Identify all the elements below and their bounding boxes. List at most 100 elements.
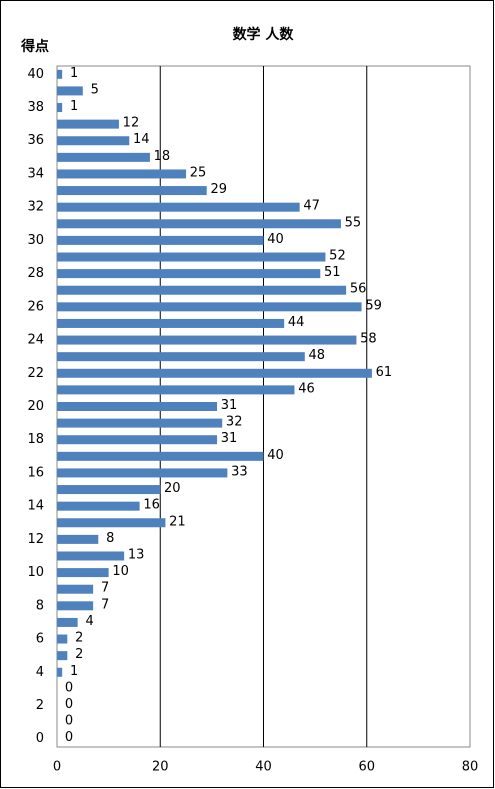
value-label: 29 (210, 182, 227, 197)
bar (57, 335, 357, 345)
bar (57, 551, 125, 561)
value-label: 20 (164, 481, 181, 496)
value-label: 59 (365, 298, 382, 313)
value-label: 0 (65, 680, 73, 695)
bar (57, 152, 150, 162)
y-tick-label: 30 (27, 233, 44, 248)
bar (57, 186, 207, 196)
value-label: 56 (350, 282, 367, 297)
y-tick-label: 36 (27, 133, 44, 148)
y-tick-label: 10 (27, 565, 44, 580)
y-tick-label: 40 (27, 67, 44, 82)
bar (57, 534, 99, 544)
x-tick-label: 40 (255, 760, 272, 775)
bar (57, 402, 218, 411)
value-label: 1 (70, 664, 78, 679)
value-label: 31 (221, 431, 238, 446)
value-label: 55 (345, 215, 362, 230)
bar (57, 318, 285, 328)
value-label: 14 (133, 132, 150, 147)
y-tick-label: 0 (36, 731, 44, 746)
y-tick-label: 16 (27, 465, 44, 480)
x-tick-label: 0 (53, 760, 61, 775)
value-label: 48 (309, 348, 326, 363)
bar (57, 119, 119, 129)
value-label: 52 (329, 249, 346, 264)
y-tick-label: 26 (27, 299, 44, 314)
value-label: 1 (70, 66, 78, 81)
bar (57, 651, 68, 661)
value-label: 61 (376, 365, 393, 380)
y-tick-label: 4 (36, 665, 44, 680)
y-tick-label: 14 (27, 499, 44, 514)
value-label: 7 (101, 597, 109, 612)
bar (57, 435, 218, 445)
value-label: 4 (86, 614, 94, 629)
value-label: 40 (267, 232, 284, 247)
bar (57, 601, 94, 611)
value-label: 8 (106, 531, 114, 546)
bar (57, 518, 166, 528)
bar (57, 86, 83, 96)
y-tick-label: 38 (27, 100, 44, 115)
bar (57, 302, 362, 312)
bar (57, 269, 321, 279)
y-tick-label: 2 (36, 698, 44, 713)
bar (57, 136, 130, 146)
bar (57, 617, 78, 627)
bar (57, 385, 295, 395)
value-label: 40 (267, 448, 284, 463)
bar (57, 584, 94, 594)
value-label: 51 (324, 265, 341, 280)
bar (57, 202, 300, 212)
value-label: 47 (303, 199, 320, 214)
value-label: 33 (231, 464, 248, 479)
bar (57, 634, 68, 644)
value-label: 0 (65, 697, 73, 712)
value-label: 2 (75, 631, 83, 646)
x-tick-label: 80 (462, 760, 479, 775)
value-label: 16 (143, 498, 160, 513)
value-label: 12 (123, 116, 140, 131)
value-label: 25 (190, 165, 207, 180)
value-label: 7 (101, 581, 109, 596)
value-label: 46 (298, 381, 315, 396)
x-tick-label: 20 (152, 760, 169, 775)
value-label: 32 (226, 415, 243, 430)
y-tick-label: 34 (27, 166, 44, 181)
y-tick-label: 32 (27, 200, 44, 215)
y-tick-label: 18 (27, 432, 44, 447)
chart-title: 数学 人数 (233, 26, 295, 43)
y-tick-label: 28 (27, 266, 44, 281)
y-tick-label: 24 (27, 333, 44, 348)
value-label: 58 (360, 332, 377, 347)
bar (57, 418, 223, 428)
y-tick-label: 6 (36, 632, 44, 647)
bar (57, 235, 264, 245)
value-label: 0 (65, 714, 73, 729)
value-label: 44 (288, 315, 305, 330)
bar (57, 252, 326, 262)
value-label: 1 (70, 99, 78, 114)
y-tick-label: 12 (27, 532, 44, 547)
y-tick-label: 20 (27, 399, 44, 414)
value-label: 0 (65, 730, 73, 745)
value-label: 10 (112, 564, 129, 579)
value-label: 31 (221, 398, 238, 413)
y-tick-label: 8 (36, 598, 44, 613)
y-tick-label: 22 (27, 366, 44, 381)
bar (57, 368, 372, 378)
bar (57, 667, 63, 677)
bar (57, 169, 187, 179)
value-label: 2 (75, 647, 83, 662)
x-tick-label: 60 (358, 760, 375, 775)
value-label: 13 (128, 547, 145, 562)
value-label: 21 (169, 514, 186, 529)
value-label: 18 (154, 149, 171, 164)
bar (57, 352, 305, 362)
value-label: 5 (91, 82, 99, 97)
y-axis-label: 得点 (20, 38, 49, 55)
bar (57, 468, 228, 478)
bar (57, 219, 341, 229)
